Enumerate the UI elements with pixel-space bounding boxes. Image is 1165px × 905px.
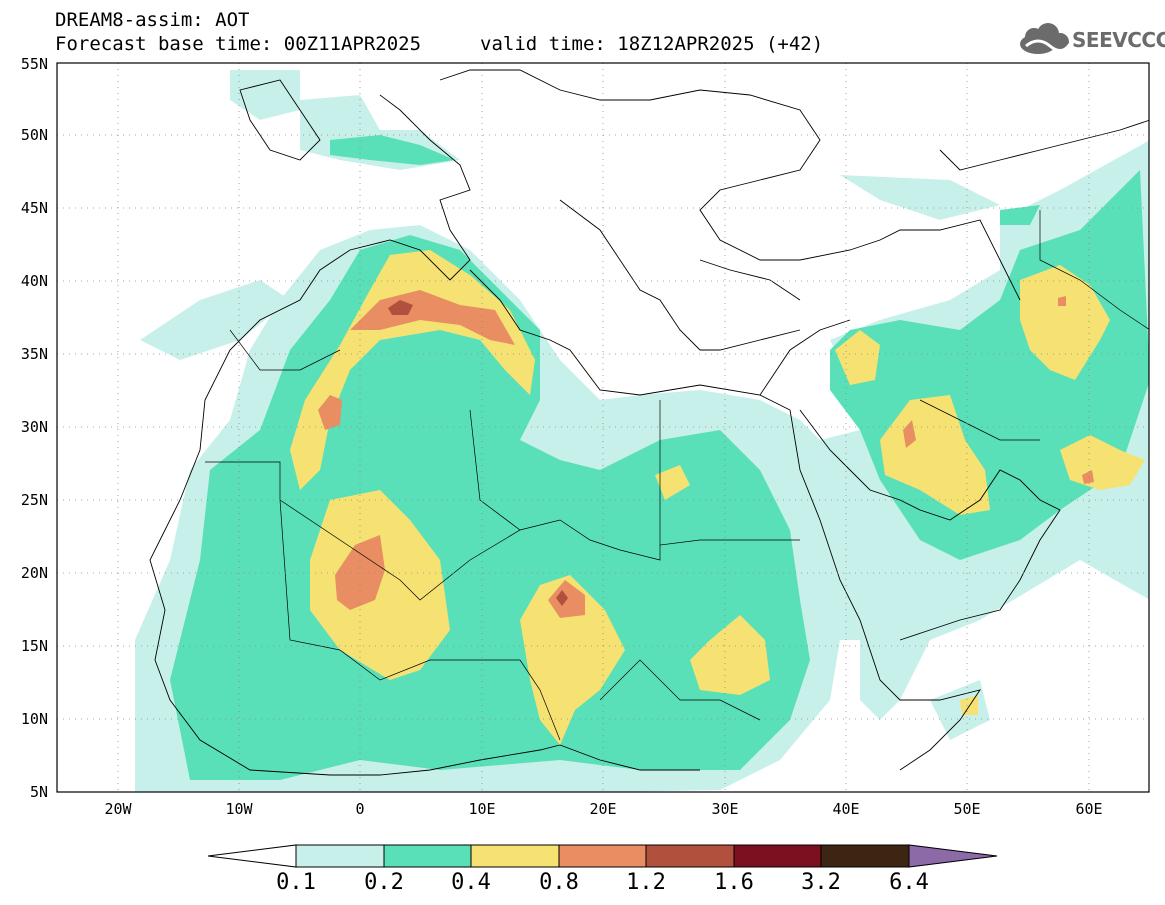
borders	[205, 210, 1149, 741]
lat-label: 20N	[20, 564, 48, 582]
lon-label: 50E	[953, 800, 981, 818]
colorbar-segment	[295, 844, 385, 868]
lat-label: 25N	[20, 491, 48, 509]
lat-label: 15N	[20, 637, 48, 655]
cloud-logo-icon	[1020, 23, 1072, 54]
colorbar-label: 0.8	[539, 870, 579, 895]
lon-label: 20W	[104, 800, 132, 818]
lat-label: 50N	[20, 126, 48, 144]
logo-text: SEEVCCC	[1072, 28, 1165, 52]
colorbar-segment	[820, 844, 910, 868]
gridlines	[57, 63, 1149, 792]
colorbar-segment	[733, 844, 822, 868]
colorbar-segment	[558, 844, 647, 868]
colorbar-segment	[645, 844, 735, 868]
lon-label: 30E	[711, 800, 739, 818]
map-title: DREAM8-assim: AOT	[55, 9, 250, 31]
lon-label: 10E	[468, 800, 496, 818]
colorbar-label: 0.4	[451, 870, 491, 895]
lat-label: 10N	[20, 710, 48, 728]
colorbar-segment	[383, 844, 472, 868]
colorbar-label: 0.2	[364, 870, 404, 895]
forecast-base-time: Forecast base time: 00Z11APR2025	[55, 33, 422, 55]
colorbar-label: 0.1	[276, 870, 316, 895]
lon-label: 20E	[589, 800, 617, 818]
coastlines	[149, 69, 1149, 776]
colorbar-label: 6.4	[889, 870, 929, 895]
map-frame	[56, 62, 1150, 793]
colorbar-max-arrow	[908, 844, 998, 868]
lat-label: 55N	[20, 55, 48, 73]
colorbar-label: 1.6	[714, 870, 754, 895]
colorbar-label: 1.2	[626, 870, 666, 895]
aot-level-1.2	[388, 300, 568, 606]
colorbar-label: 3.2	[801, 870, 841, 895]
colorbar-segment	[470, 844, 560, 868]
colorbar-min-arrow	[207, 844, 297, 868]
lon-label: 60E	[1075, 800, 1103, 818]
lat-label: 45N	[20, 199, 48, 217]
lat-label: 30N	[20, 418, 48, 436]
lat-label: 40N	[20, 272, 48, 290]
lon-label: 40E	[832, 800, 860, 818]
lat-label: 35N	[20, 345, 48, 363]
lon-label: 0	[355, 800, 365, 818]
lon-label: 10W	[225, 800, 253, 818]
valid-time: valid time: 18Z12APR2025 (+42)	[480, 33, 824, 55]
lat-label: 5N	[29, 783, 48, 801]
